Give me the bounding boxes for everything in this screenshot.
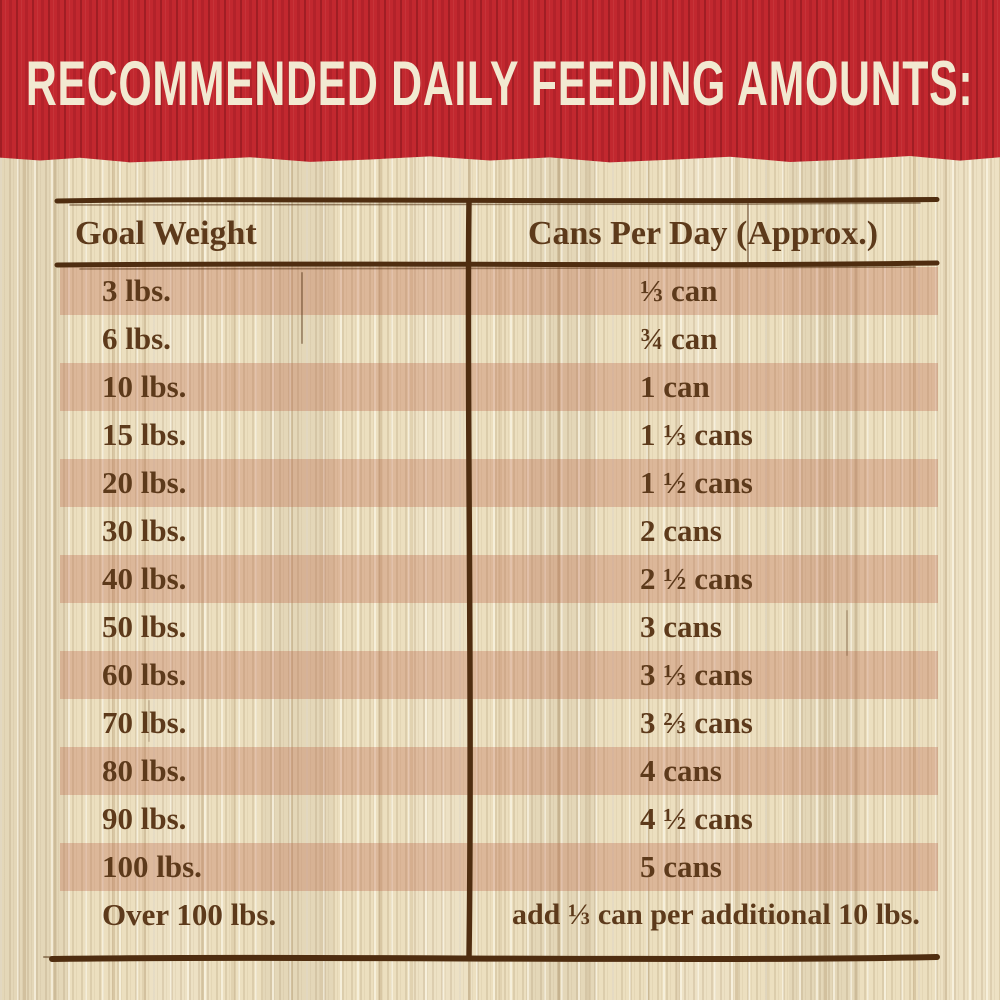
- goal-weight-value: 6 lbs.: [102, 321, 171, 356]
- table-row: 60 lbs. 3 ⅓ cans: [60, 651, 938, 699]
- goal-weight-value: Over 100 lbs.: [102, 897, 277, 932]
- goal-weight-value: 40 lbs.: [102, 561, 187, 596]
- cans-per-day-value: 2 cans: [640, 513, 722, 548]
- cans-per-day-value: 1 ½ cans: [640, 465, 753, 500]
- cans-per-day-value: 5 cans: [640, 849, 722, 884]
- table-row: 6 lbs. ¾ can: [60, 315, 938, 363]
- wood-grain-streak: [301, 272, 303, 344]
- table-header-row: Goal Weight Cans Per Day (Approx.): [60, 201, 938, 267]
- cans-per-day-value: 4 ½ cans: [640, 801, 753, 836]
- table-row: 20 lbs. 1 ½ cans: [60, 459, 938, 507]
- column-header-cans-per-day: Cans Per Day (Approx.): [527, 215, 879, 252]
- table-row: 90 lbs. 4 ½ cans: [60, 795, 938, 843]
- column-header-goal-weight: Goal Weight: [75, 215, 257, 252]
- cans-per-day-value: ⅓ can: [640, 273, 718, 308]
- cans-per-day-value: 3 ⅔ cans: [640, 705, 753, 740]
- cans-per-day-value: ¾ can: [640, 321, 718, 356]
- cans-per-day-value: 1 can: [640, 369, 710, 404]
- table-row: 15 lbs. 1 ⅓ cans: [60, 411, 938, 459]
- table-row: Over 100 lbs. add ⅓ can per additional 10…: [60, 891, 938, 939]
- goal-weight-value: 20 lbs.: [102, 465, 187, 500]
- feeding-table: Goal Weight Cans Per Day (Approx.) 3 lbs…: [60, 201, 938, 939]
- goal-weight-value: 70 lbs.: [102, 705, 187, 740]
- page-title: RECOMMENDED DAILY FEEDING AMOUNTS:: [26, 48, 974, 119]
- wood-grain-streak: [846, 610, 848, 656]
- table-row: 40 lbs. 2 ½ cans: [60, 555, 938, 603]
- cans-per-day-value: 3 cans: [640, 609, 722, 644]
- goal-weight-value: 30 lbs.: [102, 513, 187, 548]
- goal-weight-value: 100 lbs.: [102, 849, 202, 884]
- goal-weight-value: 60 lbs.: [102, 657, 187, 692]
- cans-per-day-value: 4 cans: [640, 753, 722, 788]
- header-banner: RECOMMENDED DAILY FEEDING AMOUNTS:: [0, 0, 1000, 163]
- table-row: 100 lbs. 5 cans: [60, 843, 938, 891]
- goal-weight-value: 3 lbs.: [102, 273, 171, 308]
- table-row: 3 lbs. ⅓ can: [60, 267, 938, 315]
- goal-weight-value: 50 lbs.: [102, 609, 187, 644]
- goal-weight-value: 15 lbs.: [102, 417, 187, 452]
- table-row: 10 lbs. 1 can: [60, 363, 938, 411]
- wood-grain-streak: [747, 203, 749, 265]
- table-row: 30 lbs. 2 cans: [60, 507, 938, 555]
- goal-weight-value: 10 lbs.: [102, 369, 187, 404]
- goal-weight-value: 80 lbs.: [102, 753, 187, 788]
- cans-per-day-value: 3 ⅓ cans: [640, 657, 753, 692]
- cans-per-day-value: 1 ⅓ cans: [640, 417, 753, 452]
- table-row: 50 lbs. 3 cans: [60, 603, 938, 651]
- cans-per-day-value: 2 ½ cans: [640, 561, 753, 596]
- goal-weight-value: 90 lbs.: [102, 801, 187, 836]
- wood-grain-streak: [148, 700, 150, 742]
- cans-per-day-value: add ⅓ can per additional 10 lbs.: [512, 898, 920, 931]
- table-row: 70 lbs. 3 ⅔ cans: [60, 699, 938, 747]
- table-body: 3 lbs. ⅓ can 6 lbs. ¾ can 10 lbs. 1 can 15 lbs…: [60, 267, 938, 939]
- table-row: 80 lbs. 4 cans: [60, 747, 938, 795]
